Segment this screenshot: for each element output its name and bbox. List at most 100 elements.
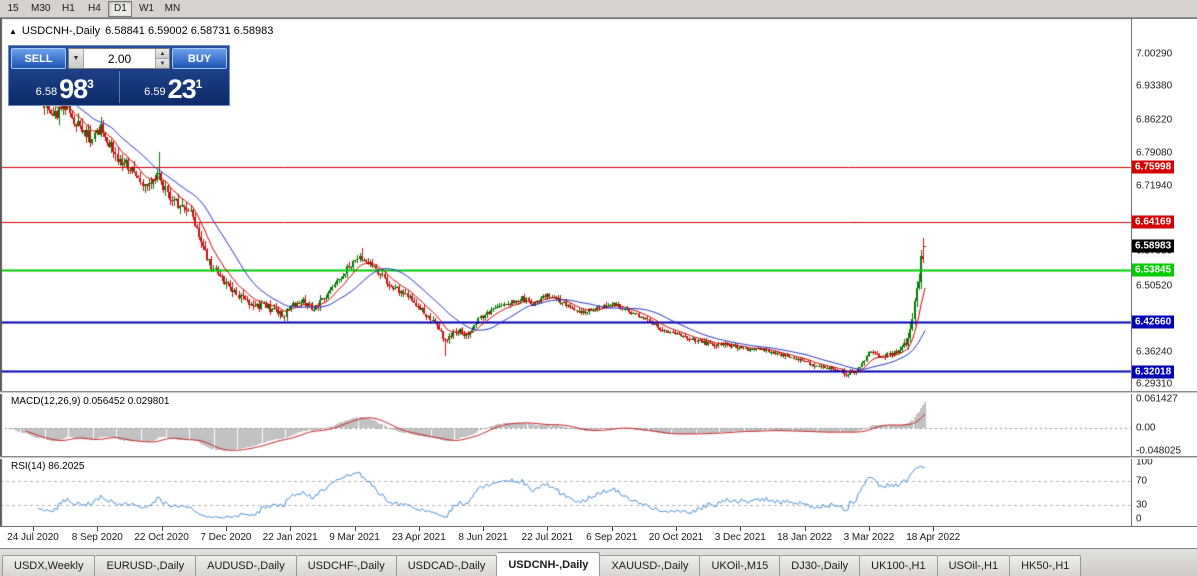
price-axis-tick: 6.93380 [1136,80,1173,92]
chart-tab-eurusd[interactable]: EURUSD-,Daily [95,555,197,576]
buy-price-display[interactable]: 6.59 23 1 [120,71,228,103]
timeframe-button-mn[interactable]: MN [164,3,181,14]
chart-tab-uk100[interactable]: UK100-,H1 [860,555,938,576]
buy-price-pips: 23 [167,74,197,104]
trade-buttons-row: SELL ▼ ▲ ▼ BUY [11,48,227,69]
time-axis-label: 6 Sep 2021 [586,532,638,543]
price-level-label: 6.32018 [1132,365,1175,378]
time-axis-tick [290,527,292,531]
price-axis-tick: 6.50520 [1136,280,1173,291]
time-axis-label: 22 Jul 2021 [521,532,574,543]
macd-pane-splitter[interactable] [0,391,1197,394]
time-axis[interactable]: 24 Jul 2020 8 Sep 2020 22 Oct 2020 7 Dec 20… [0,526,1197,548]
timeframe-button-w1[interactable]: W1 [138,3,154,14]
time-axis-tick [33,527,34,531]
time-axis-label: 18 Jan 2022 [777,532,833,543]
price-level-label: 6.53845 [1132,263,1175,277]
time-axis-label: 22 Jan 2021 [262,532,318,543]
time-axis-label: 9 Mar 2021 [329,532,380,543]
sell-price-prefix: 6.58 [35,86,58,98]
time-axis-label: 7 Dec 2020 [200,532,252,543]
price-axis-tick: 7.00290 [1136,48,1173,60]
lot-decrease-button[interactable]: ▼ [156,58,169,68]
timeframe-toolbar: 15 M30 H1 H4 D1 W1 MN [0,0,1197,18]
timeframe-button-h4[interactable]: H4 [88,3,101,14]
timeframe-button-m30[interactable]: M30 [31,3,51,14]
time-axis-tick [933,527,935,531]
rsi-axis-tick: 70 [1136,475,1148,487]
chart-tab-usdcad[interactable]: USDCAD-,Daily [396,555,498,576]
time-axis-tick [868,527,870,531]
lot-size-input[interactable] [84,49,155,68]
sell-price-pips: 98 [59,74,88,104]
lot-increase-button[interactable]: ▲ [156,49,169,58]
macd-indicator-label: MACD(12,26,9) 0.056452 0.029801 [11,396,170,407]
price-axis-tick: 6.29310 [1136,378,1173,390]
lot-size-field: ▼ ▲ ▼ [68,48,170,69]
chart-ohlc-values: 6.58841 6.59002 6.58731 6.58983 [105,25,274,37]
time-axis-label: 8 Sep 2020 [71,532,123,543]
collapse-trade-panel-icon[interactable]: ▲ [9,26,17,36]
time-axis-tick [161,527,163,531]
lot-dropdown-button[interactable]: ▼ [69,49,84,68]
current-price-label: 6.58983 [1132,239,1175,253]
time-axis-label: 3 Dec 2021 [714,532,766,543]
time-axis-tick [740,527,742,531]
price-level-label: 6.42660 [1132,315,1175,329]
time-axis-tick [418,527,420,531]
rsi-axis-tick: 100 [1136,456,1153,468]
time-axis-label: 23 Apr 2021 [391,532,446,543]
sell-price-display[interactable]: 6.58 98 3 [11,71,120,103]
chart-symbol-label: USDCNH-,Daily [21,25,101,37]
sell-button[interactable]: SELL [11,48,66,69]
price-axis-tick: 6.86220 [1136,114,1173,125]
buy-button[interactable]: BUY [172,48,227,69]
rsi-indicator-label: RSI(14) 86.2025 [11,461,85,472]
time-axis-label: 3 Mar 2022 [843,532,895,543]
timeframe-button-15[interactable]: 15 [7,3,19,14]
chart-tab-usdx[interactable]: USDX,Weekly [2,555,96,576]
macd-axis-tick: 0.061427 [1136,393,1178,405]
time-axis-tick [354,527,356,531]
chart-tab-usoil[interactable]: USOil-,H1 [937,555,1011,576]
chart-tab-usdcnh[interactable]: USDCNH-,Daily [497,552,601,576]
chart-tab-xauusd[interactable]: XAUUSD-,Daily [600,555,701,576]
time-axis-tick [804,527,806,531]
price-level-label: 6.75998 [1132,160,1175,174]
macd-axis-tick: -0.048025 [1136,445,1182,457]
buy-price-point: 1 [195,77,203,91]
time-axis-tick [483,527,485,531]
time-axis-label: 24 Jul 2020 [7,532,59,543]
lot-spinner: ▲ ▼ [155,49,169,68]
chart-tab-hk50[interactable]: HK50-,H1 [1010,555,1082,576]
trade-prices-row: 6.58 98 3 6.59 23 1 [11,71,227,103]
rsi-pane-splitter[interactable] [0,456,1197,459]
price-axis-tick: 6.71940 [1136,180,1173,192]
chart-tab-usdchf[interactable]: USDCHF-,Daily [296,555,397,576]
chevron-down-icon: ▼ [72,55,80,62]
chart-tab-dj30[interactable]: DJ30-,Daily [780,555,861,576]
time-axis-tick [676,527,677,531]
sell-price-point: 3 [87,77,94,91]
time-axis-tick [225,527,227,531]
rsi-axis-tick: 30 [1136,499,1148,511]
one-click-trading-panel: SELL ▼ ▲ ▼ BUY 6.58 98 3 6.59 23 1 [8,45,230,106]
buy-price-prefix: 6.59 [144,86,166,98]
timeframe-button-h1[interactable]: H1 [62,3,75,14]
chart-tab-ukoil[interactable]: UKOil-,M15 [700,555,781,576]
macd-axis-tick: 0.00 [1136,422,1156,434]
time-axis-tick [97,527,99,531]
time-axis-label: 8 Jun 2021 [458,532,508,543]
price-level-label: 6.64169 [1132,215,1175,229]
price-axis-tick: 6.36240 [1136,346,1173,358]
chart-tab-audusd[interactable]: AUDUSD-,Daily [196,555,297,576]
timeframe-button-d1[interactable]: D1 [108,0,133,17]
chart-title: ▲ USDCNH-,Daily 6.58841 6.59002 6.58731 … [9,25,273,37]
time-axis-label: 18 Apr 2022 [906,532,961,543]
rsi-axis-tick: 0 [1136,513,1142,525]
price-axis-tick: 6.79080 [1136,147,1173,159]
time-axis-label: 22 Oct 2020 [134,532,189,543]
chart-tabs-bar: USDX,Weekly EURUSD-,Daily AUDUSD-,Daily USD… [0,548,1197,576]
time-axis-label: 20 Oct 2021 [648,532,704,543]
